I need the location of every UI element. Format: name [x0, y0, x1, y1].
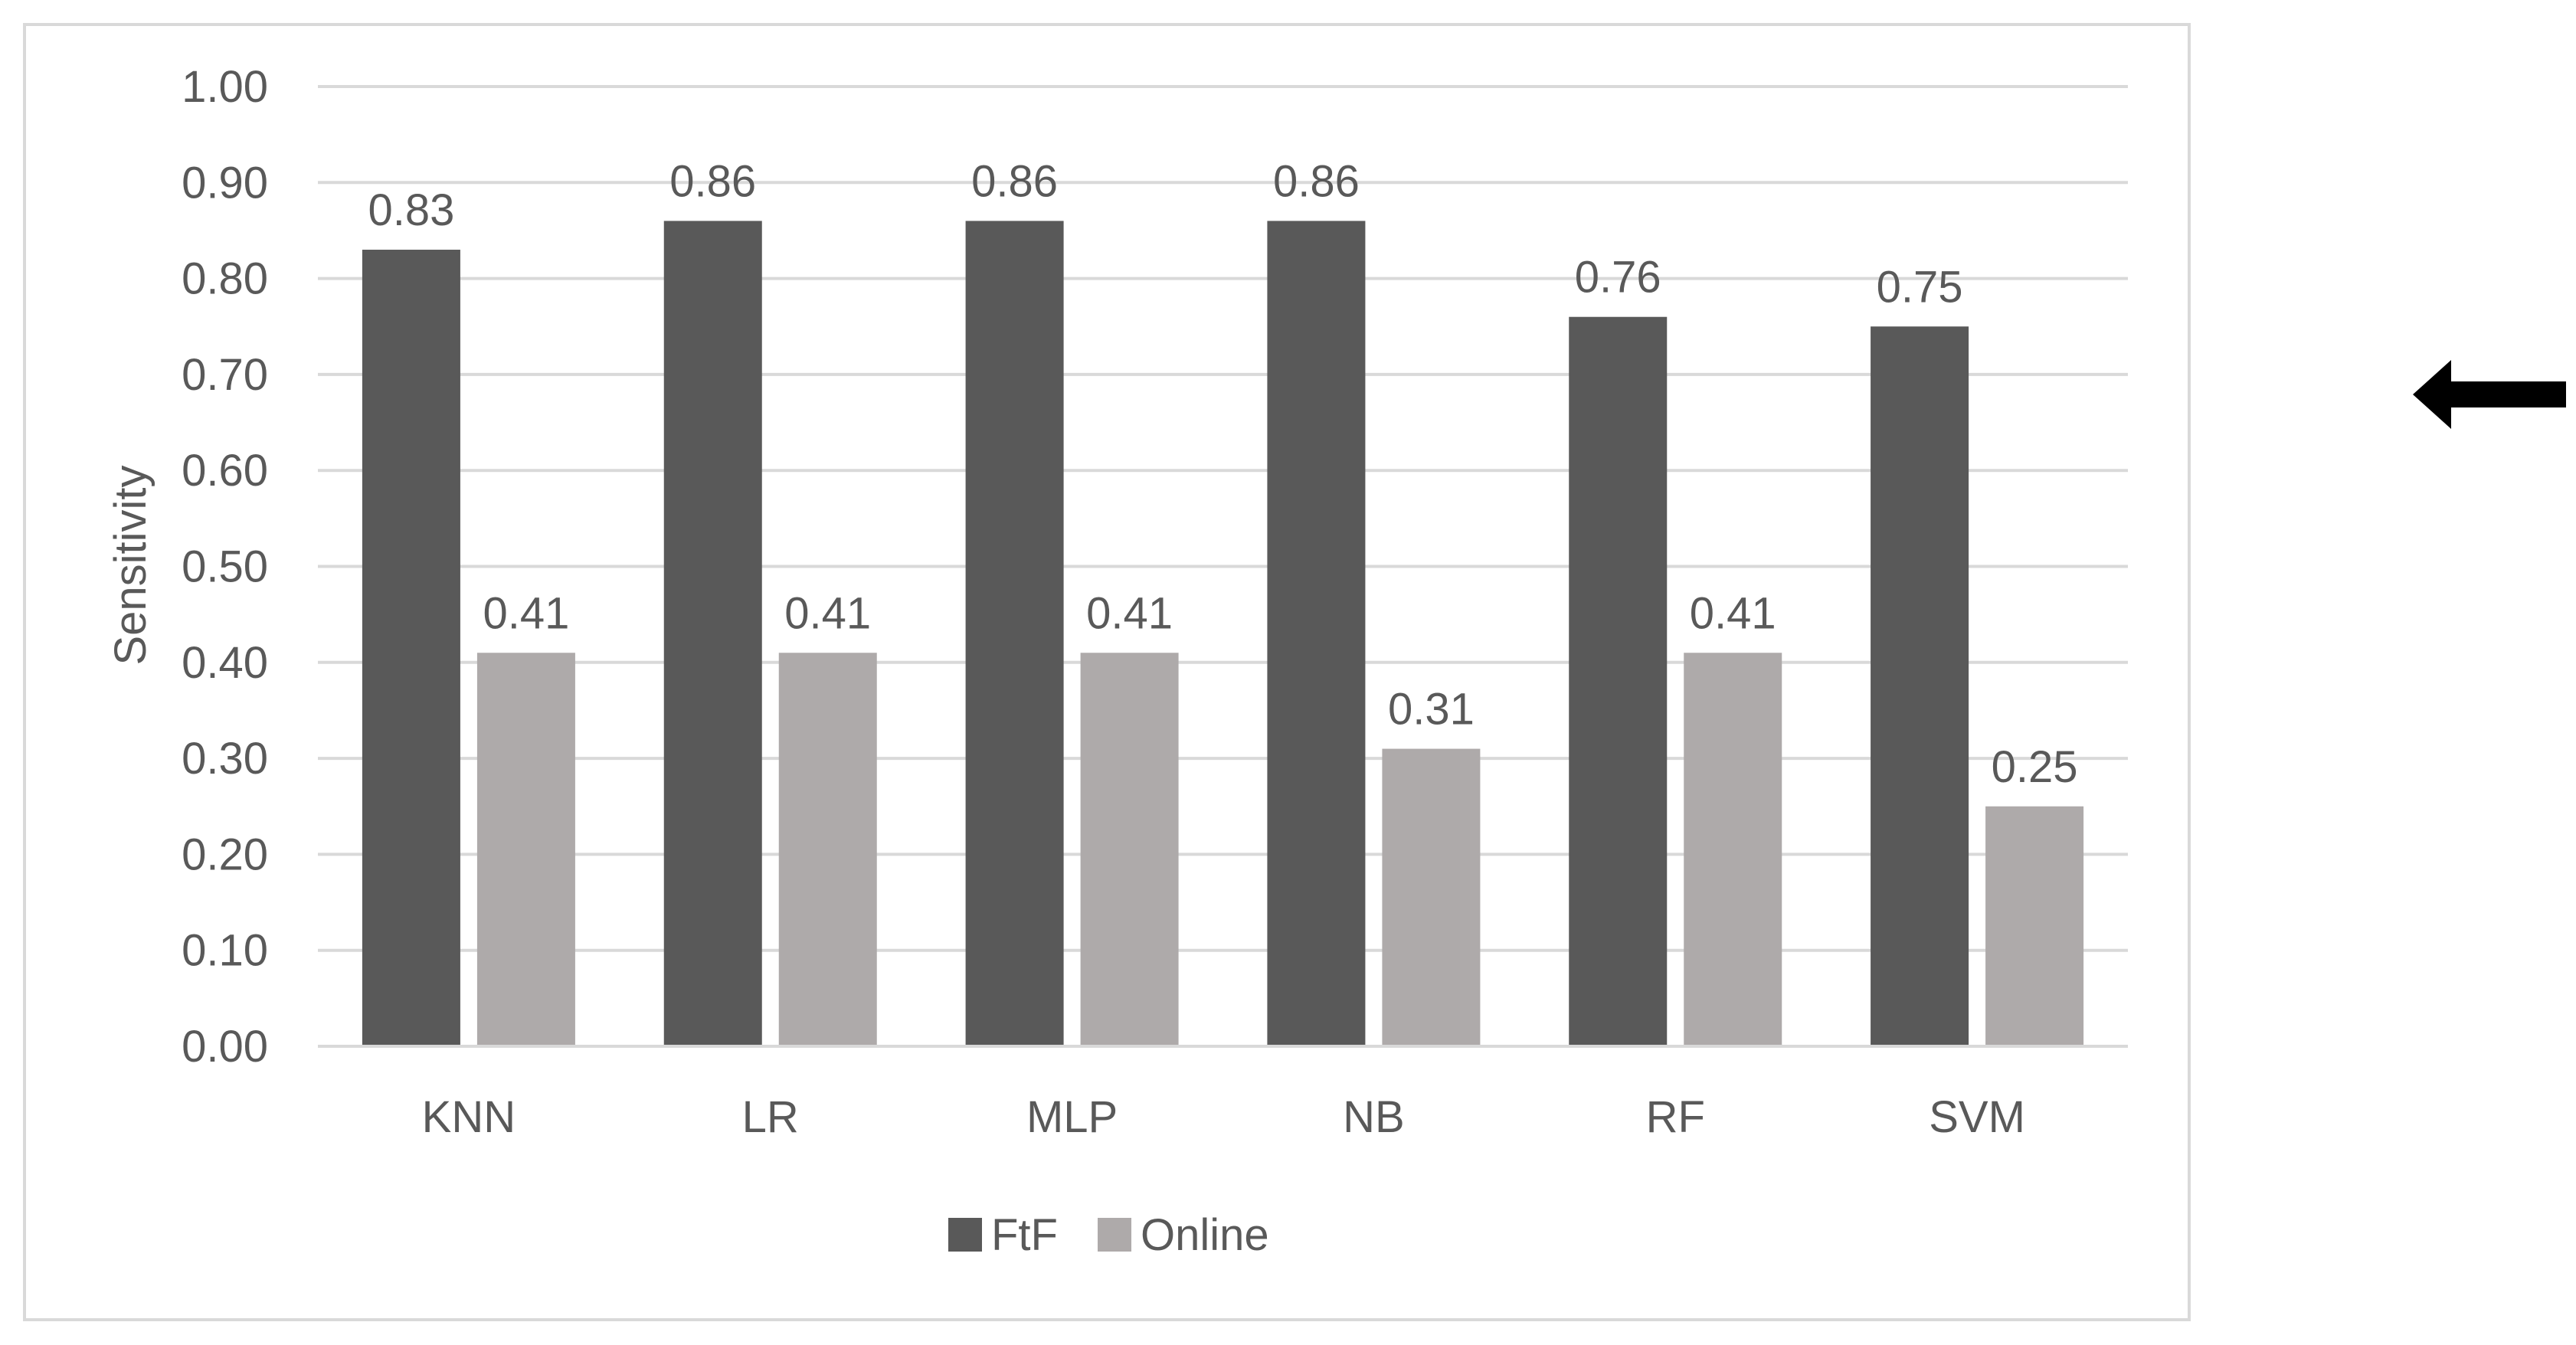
- bar-online-lr: [778, 653, 877, 1046]
- y-axis-title: Sensitivity: [106, 465, 155, 665]
- bar-ftf-rf: [1569, 316, 1668, 1047]
- data-label: 0.31: [1388, 685, 1475, 735]
- y-tick-label: 1.00: [182, 62, 268, 112]
- y-tick-label: 0.30: [182, 734, 268, 784]
- data-label: 0.41: [483, 588, 569, 638]
- y-tick-label: 0.70: [182, 350, 268, 400]
- x-axis-ticks: KNN LR MLP NB RF SVM: [318, 1045, 2128, 1142]
- left-arrow-icon: [2413, 360, 2566, 429]
- data-labels: 0.83 0.41 0.86 0.41 0.86 0.41 0.86 0.31 0.76 0.41…: [368, 156, 2077, 791]
- bar-online-rf: [1684, 653, 1782, 1046]
- data-label: 0.83: [368, 185, 454, 235]
- y-axis-ticks: 0.00 0.10 0.20 0.30 0.40 0.50 0.60 0.70 0.80 0.90…: [182, 62, 268, 1072]
- y-tick-label: 0.10: [182, 926, 268, 976]
- bar-online-knn: [476, 653, 575, 1046]
- y-tick-label: 0.80: [182, 254, 268, 304]
- y-tick-label: 0.50: [182, 542, 268, 592]
- bars: [362, 221, 2084, 1047]
- bar-online-nb: [1382, 748, 1481, 1046]
- legend: FtF Online: [948, 1210, 1269, 1260]
- bar-online-svm: [1985, 806, 2084, 1046]
- y-tick-label: 0.60: [182, 446, 268, 496]
- legend-label-online: Online: [1141, 1210, 1269, 1260]
- bar-ftf-mlp: [965, 221, 1064, 1046]
- x-tick-label: MLP: [1026, 1092, 1118, 1142]
- bar-ftf-knn: [362, 250, 460, 1046]
- data-label: 0.86: [669, 156, 756, 206]
- data-label: 0.41: [784, 588, 871, 638]
- data-label: 0.41: [1086, 588, 1173, 638]
- x-tick-label: NB: [1343, 1092, 1405, 1142]
- data-label: 0.41: [1690, 588, 1776, 638]
- gridlines: [318, 85, 2128, 1048]
- bar-ftf-svm: [1871, 326, 1969, 1046]
- y-tick-label: 0.40: [182, 638, 268, 688]
- legend-swatch-online: [1098, 1218, 1131, 1252]
- y-tick-label: 0.20: [182, 830, 268, 879]
- x-tick-label: RF: [1646, 1092, 1705, 1142]
- legend-label-ftf: FtF: [991, 1210, 1058, 1260]
- legend-swatch-ftf: [948, 1218, 982, 1252]
- data-label: 0.76: [1575, 253, 1661, 303]
- data-label: 0.86: [1273, 156, 1360, 206]
- y-tick-label: 0.00: [182, 1022, 268, 1072]
- data-label: 0.86: [971, 156, 1058, 206]
- bar-ftf-lr: [663, 221, 762, 1046]
- data-label: 0.25: [1992, 742, 2078, 792]
- data-label: 0.75: [1877, 262, 1963, 312]
- x-tick-label: KNN: [422, 1092, 516, 1142]
- y-tick-label: 0.90: [182, 158, 268, 208]
- x-tick-label: SVM: [1929, 1092, 2025, 1142]
- bar-online-mlp: [1080, 653, 1179, 1046]
- x-tick-label: LR: [742, 1092, 799, 1142]
- bar-ftf-nb: [1267, 221, 1366, 1046]
